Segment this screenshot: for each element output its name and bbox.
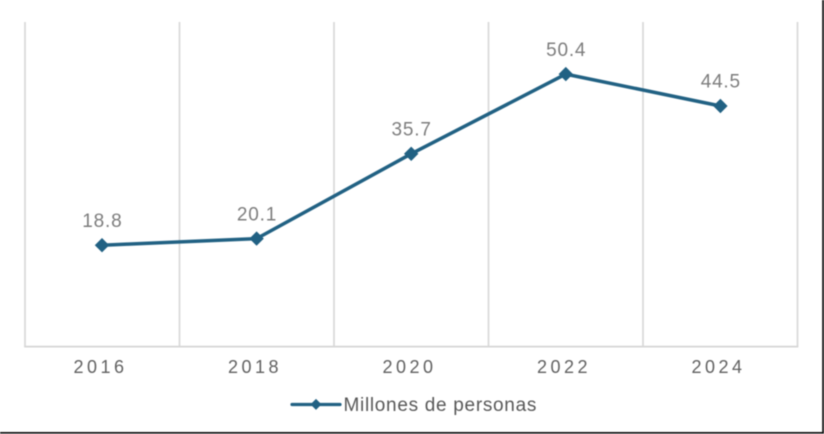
svg-text:Millones de personas: Millones de personas	[344, 395, 538, 416]
svg-text:44.5: 44.5	[701, 72, 741, 93]
svg-text:2022: 2022	[537, 357, 591, 377]
svg-text:2024: 2024	[691, 357, 745, 377]
svg-text:20.1: 20.1	[237, 204, 277, 225]
svg-text:2016: 2016	[73, 357, 127, 377]
svg-text:2018: 2018	[228, 357, 282, 377]
svg-text:18.8: 18.8	[82, 211, 122, 232]
svg-text:50.4: 50.4	[546, 40, 586, 61]
svg-text:2020: 2020	[382, 357, 436, 377]
svg-text:35.7: 35.7	[392, 120, 432, 141]
